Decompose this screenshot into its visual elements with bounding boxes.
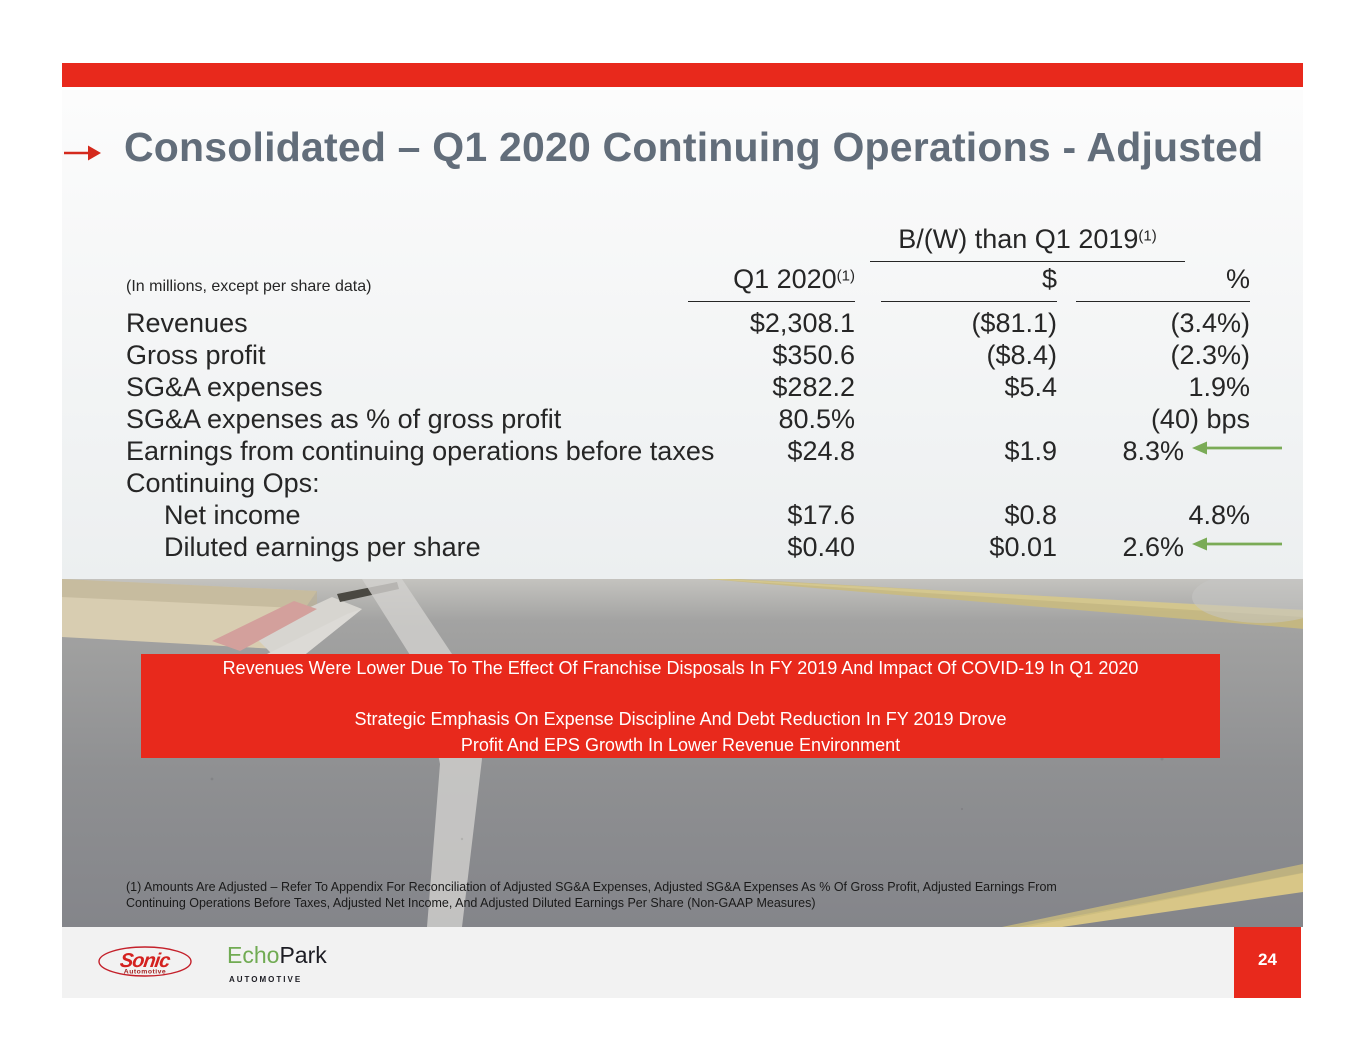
svg-text:Automotive: Automotive [124,969,166,976]
